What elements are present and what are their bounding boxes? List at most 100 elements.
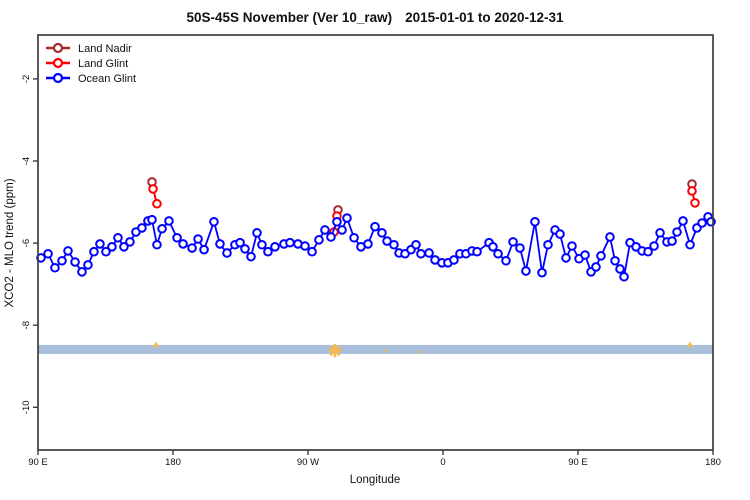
ocean-glint-point [615, 264, 625, 274]
ocean-glint-point [300, 241, 310, 251]
legend-label: Land Nadir [78, 43, 132, 55]
ocean-glint-point [285, 237, 295, 248]
ocean-glint-point [152, 239, 162, 250]
ocean-glint-point [147, 214, 157, 225]
y-axis-label: XCO2 - MLO trend (ppm) [4, 178, 16, 307]
dot-mark [383, 349, 387, 353]
land-glint-point [687, 186, 697, 196]
ocean-glint-point [257, 239, 267, 250]
ocean-glint-point [252, 228, 262, 238]
y-tick-label: -2 [21, 75, 32, 83]
y-tick-label: -10 [21, 400, 32, 414]
ocean-glint-point [561, 253, 571, 263]
ocean-glint-point [119, 242, 129, 252]
ocean-glint-point [240, 244, 250, 254]
ocean-glint-point [543, 239, 553, 250]
title-region: 50S-45S November (Ver 10_raw) [187, 10, 393, 25]
ocean-glint-point [307, 246, 317, 257]
ocean-glint-point [337, 225, 347, 235]
dot-mark [419, 350, 423, 354]
uncertainty-band-layer [38, 344, 713, 354]
ocean-glint-point [493, 248, 503, 259]
ocean-glint-point [157, 223, 167, 234]
ocean-glint-point [326, 232, 336, 242]
legend-label: Land Glint [78, 58, 128, 70]
ocean-glint-point [320, 225, 330, 235]
ocean-glint-point [416, 248, 426, 259]
x-tick-label: 90 E [28, 457, 48, 468]
ocean-glint-point [332, 216, 342, 227]
ocean-glint-point [555, 229, 565, 239]
series-land-glint [148, 184, 700, 237]
ocean-glint-point [530, 216, 540, 227]
ocean-glint-point [50, 262, 60, 273]
x-tick-label: 180 [165, 457, 181, 468]
ocean-glint-point [370, 221, 380, 232]
ocean-glint-point [521, 266, 531, 276]
ocean-glint-point [263, 246, 273, 257]
page-title: 50S-45S November (Ver 10_raw) 2015-01-01 … [187, 10, 564, 25]
ocean-glint-point [107, 242, 117, 252]
ocean-glint-point [137, 223, 147, 233]
ocean-glint-point [125, 237, 135, 247]
ocean-glint-point [382, 236, 392, 246]
ocean-glint-point [411, 239, 421, 250]
ocean-glint-point [377, 228, 387, 238]
title-dates: 2015-01-01 to 2020-12-31 [405, 10, 564, 25]
x-axis-label: Longitude [350, 474, 401, 486]
series-land-nadir [147, 177, 697, 215]
land-glint-point [690, 198, 700, 208]
ocean-glint-point [389, 239, 399, 250]
ocean-glint-point [342, 213, 352, 223]
y-tick-label: -8 [21, 321, 32, 329]
ocean-glint-point [172, 232, 182, 243]
ocean-glint-point [610, 255, 620, 266]
ocean-glint-point [672, 227, 682, 237]
legend-item-land-nadir: Land Nadir [46, 42, 132, 55]
uncertainty-band [38, 344, 713, 354]
legend-marker-icon [52, 57, 64, 69]
ocean-glint-point [193, 234, 203, 244]
ocean-glint-point [63, 246, 73, 256]
asterisk-mark [329, 345, 341, 356]
ocean-glint-point [605, 232, 615, 242]
ocean-glint-point [95, 239, 105, 249]
legend-marker-icon [52, 72, 64, 84]
ocean-glint-point [101, 246, 111, 257]
y-tick-label: -6 [21, 239, 32, 247]
band-marks-layer [152, 341, 694, 358]
ocean-glint-point [43, 248, 53, 259]
x-tick-label: 180 [705, 457, 721, 468]
triangle-mark [152, 341, 160, 348]
ocean-glint-point [596, 251, 606, 261]
ocean-glint-point [580, 250, 590, 260]
legend-label: Ocean Glint [78, 73, 136, 85]
ocean-glint-point [567, 241, 577, 251]
ocean-glint-point [649, 241, 659, 251]
legend-item-ocean-glint: Ocean Glint [46, 72, 136, 85]
ocean-glint-point [178, 239, 188, 249]
ocean-glint-point [488, 242, 498, 252]
land-glint-point [152, 198, 162, 209]
ocean-glint-point [697, 218, 707, 228]
ocean-glint-point [89, 246, 99, 257]
ocean-glint-point [501, 255, 511, 266]
triangle-mark [686, 341, 694, 348]
land-glint-point [148, 184, 158, 194]
ocean-glint-point [685, 239, 695, 250]
ocean-glint-point [515, 243, 525, 253]
x-tick-label: 90 E [568, 457, 588, 468]
ocean-glint-point [222, 248, 232, 258]
ocean-glint-point [643, 246, 653, 257]
legend-item-land-glint: Land Glint [46, 57, 128, 70]
ocean-glint-point [591, 262, 601, 272]
ocean-glint-point [113, 232, 123, 243]
ocean-glint-point [349, 232, 359, 243]
ocean-glint-point [363, 239, 373, 249]
ocean-glint-point [57, 255, 67, 266]
ocean-glint-point [83, 260, 93, 270]
ocean-glint-point [449, 255, 459, 265]
ocean-glint-point [70, 257, 80, 267]
